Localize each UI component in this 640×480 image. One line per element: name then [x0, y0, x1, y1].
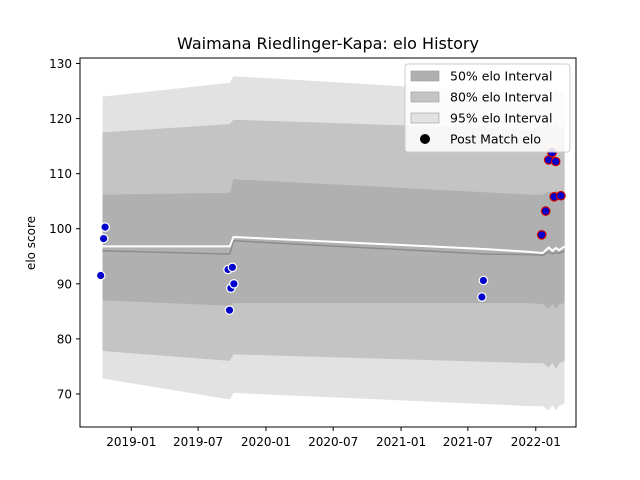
y-tick-label: 120 [49, 112, 72, 126]
data-point [98, 233, 109, 244]
x-axis: 2019-01 2019-07 2020-01 2020-07 2021-01 2021-… [106, 427, 561, 449]
y-tick-label: 80 [57, 332, 72, 346]
interval-bands [102, 76, 565, 411]
y-tick-label: 90 [57, 277, 72, 291]
legend-label: 95% elo Interval [450, 111, 552, 126]
legend-box [404, 63, 571, 153]
y-tick-label: 130 [49, 57, 72, 71]
data-point [477, 292, 487, 302]
band-50 [102, 179, 565, 309]
data-point [227, 262, 238, 273]
y-tick-label: 100 [49, 222, 72, 236]
trend-lines [102, 235, 566, 256]
data-point [478, 275, 489, 286]
legend-swatch-band50 [410, 70, 440, 82]
data-point [540, 206, 551, 216]
legend-label: 50% elo Interval [450, 69, 552, 84]
y-tick-label: 110 [49, 167, 72, 181]
legend: 50% elo Interval 80% elo Interval 95% elo … [404, 63, 571, 153]
y-tick-label: 70 [57, 387, 72, 401]
data-point [536, 230, 547, 240]
median-line [102, 240, 565, 256]
data-point [550, 156, 561, 167]
x-tick-label: 2021-07 [443, 435, 493, 449]
x-tick-label: 2020-07 [308, 435, 358, 449]
data-point [556, 190, 566, 201]
data-point [224, 305, 235, 315]
legend-swatch-dot [420, 134, 430, 144]
x-tick-label: 2019-07 [173, 435, 223, 449]
data-point [95, 270, 106, 281]
legend-label: 80% elo Interval [450, 90, 552, 105]
legend-swatch-band95 [410, 112, 440, 124]
x-tick-label: 2020-01 [241, 435, 291, 449]
legend-label: Post Match elo [450, 132, 541, 147]
x-tick-label: 2022-01 [511, 435, 561, 449]
x-tick-label: 2021-01 [376, 435, 426, 449]
data-point [229, 278, 239, 289]
x-tick-label: 2019-01 [106, 435, 156, 449]
y-axis: 70 80 90 100 110 120 130 [49, 57, 80, 401]
y-axis-label: elo score [24, 216, 38, 270]
chart-title: Waimana Riedlinger-Kapa: elo History [177, 34, 479, 53]
data-point [100, 222, 110, 232]
mean-line [102, 235, 566, 255]
legend-swatch-band80 [410, 91, 440, 103]
plot-frame [79, 57, 577, 428]
